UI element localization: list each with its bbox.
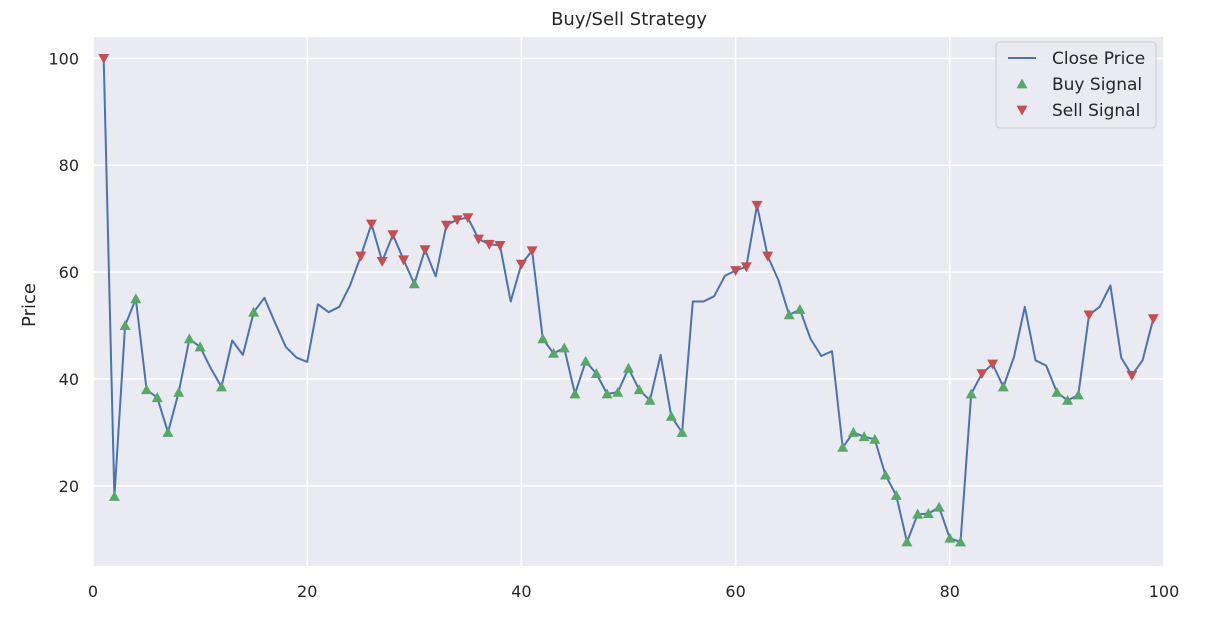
buy-signal-marker: [676, 426, 688, 437]
y-axis-label: Price: [19, 283, 40, 327]
legend-box: [995, 41, 1157, 129]
y-tick-label: 80: [59, 156, 79, 175]
plot-area: [93, 37, 1164, 566]
sell-signal-marker: [1126, 370, 1138, 381]
buy-signal-marker: [537, 333, 549, 344]
y-tick-label: 60: [59, 263, 79, 282]
buy-signal-marker: [869, 433, 881, 444]
buy-signal-marker: [558, 342, 570, 353]
sell-signal-marker: [419, 245, 431, 256]
x-tick-label: 20: [297, 582, 317, 601]
buy-signal-marker: [130, 293, 142, 304]
sell-signal-marker: [1083, 310, 1095, 321]
sell-signal-marker: [987, 359, 999, 370]
sell-signal-marker: [473, 234, 485, 245]
buy-signal-marker: [633, 384, 645, 395]
sell-signal-marker: [494, 240, 506, 251]
sell-signal-marker: [98, 53, 110, 64]
buy-signal-marker: [847, 426, 859, 437]
sell-signal-marker: [365, 219, 377, 230]
buy-signal-marker: [997, 381, 1009, 392]
buy-signal-marker: [890, 489, 902, 500]
buy-signal-marker: [858, 431, 870, 442]
legend-buy-swatch: [1016, 78, 1028, 89]
sell-signal-markers: [98, 53, 1159, 381]
buy-signal-marker: [837, 441, 849, 452]
sell-signal-marker: [1147, 314, 1159, 325]
sell-signal-marker: [751, 200, 763, 211]
buy-signal-marker: [548, 347, 560, 358]
sell-signal-marker: [398, 255, 410, 266]
y-tick-labels: 20 40 60 80 100: [48, 49, 79, 495]
buy-signal-marker: [922, 508, 934, 519]
buy-signal-marker: [151, 392, 163, 403]
legend: Close Price Buy Signal Sell Signal: [995, 41, 1157, 129]
legend-label: Buy Signal: [1052, 75, 1142, 95]
x-tick-label: 60: [725, 582, 745, 601]
buy-signal-marker: [141, 384, 153, 395]
buy-signal-marker: [119, 320, 131, 330]
sell-signal-marker: [976, 369, 988, 380]
buy-signal-marker: [408, 278, 420, 289]
chart-title: Buy/Sell Strategy: [551, 9, 707, 30]
buy-signal-marker: [1051, 386, 1063, 397]
sell-signal-marker: [462, 213, 474, 224]
y-tick-label: 100: [48, 49, 79, 68]
legend-sell-swatch: [1016, 105, 1028, 116]
buy-signal-marker: [783, 309, 795, 320]
buy-signal-marker: [665, 410, 677, 421]
buy-signal-marker: [601, 388, 613, 399]
buy-signal-marker: [644, 394, 656, 405]
sell-signal-marker: [440, 220, 452, 231]
sell-signal-marker: [451, 215, 463, 226]
buy-signal-marker: [623, 362, 634, 373]
buy-signal-marker: [944, 532, 956, 543]
buy-signal-marker: [183, 333, 195, 344]
buy-signal-marker: [590, 368, 602, 379]
buy-signal-marker: [912, 508, 924, 519]
sell-signal-marker: [730, 266, 742, 277]
buy-signal-marker: [1072, 389, 1084, 400]
buy-signal-marker: [248, 306, 260, 317]
buy-signal-marker: [1062, 394, 1074, 405]
legend-label: Sell Signal: [1052, 101, 1140, 121]
sell-signal-marker: [376, 257, 388, 267]
buy-signal-marker: [955, 536, 967, 547]
sell-signal-marker: [740, 262, 752, 273]
buy-signal-marker: [162, 426, 174, 437]
x-tick-label: 100: [1149, 582, 1180, 601]
x-tick-label: 80: [940, 582, 960, 601]
buy-signal-marker: [794, 304, 806, 314]
buy-signal-marker: [108, 491, 120, 501]
buy-signal-marker: [216, 381, 228, 392]
buy-signal-marker: [901, 536, 913, 547]
buy-signal-marker: [173, 386, 185, 397]
sell-signal-marker: [355, 251, 367, 262]
sell-signal-marker: [387, 230, 399, 241]
x-tick-label: 40: [511, 582, 531, 601]
legend-label: Close Price: [1052, 49, 1145, 69]
grid-lines: [92, 37, 1165, 566]
sell-signal-marker: [515, 259, 527, 270]
x-tick-labels: 0 20 40 60 80 100: [88, 582, 1179, 601]
buy-signal-marker: [194, 341, 206, 352]
buy-signal-marker: [612, 386, 624, 397]
buy-signal-markers: [108, 278, 1084, 547]
buy-signal-marker: [965, 388, 977, 399]
y-tick-label: 40: [59, 370, 79, 389]
buy-signal-marker: [933, 501, 945, 512]
sell-signal-marker: [526, 246, 538, 257]
buy-signal-marker: [580, 355, 592, 366]
buy-signal-marker: [880, 469, 892, 480]
sell-signal-marker: [762, 251, 774, 262]
buy-signal-marker: [569, 388, 581, 399]
x-tick-label: 0: [88, 582, 98, 601]
sell-signal-marker: [483, 239, 495, 250]
y-tick-label: 20: [59, 477, 79, 496]
